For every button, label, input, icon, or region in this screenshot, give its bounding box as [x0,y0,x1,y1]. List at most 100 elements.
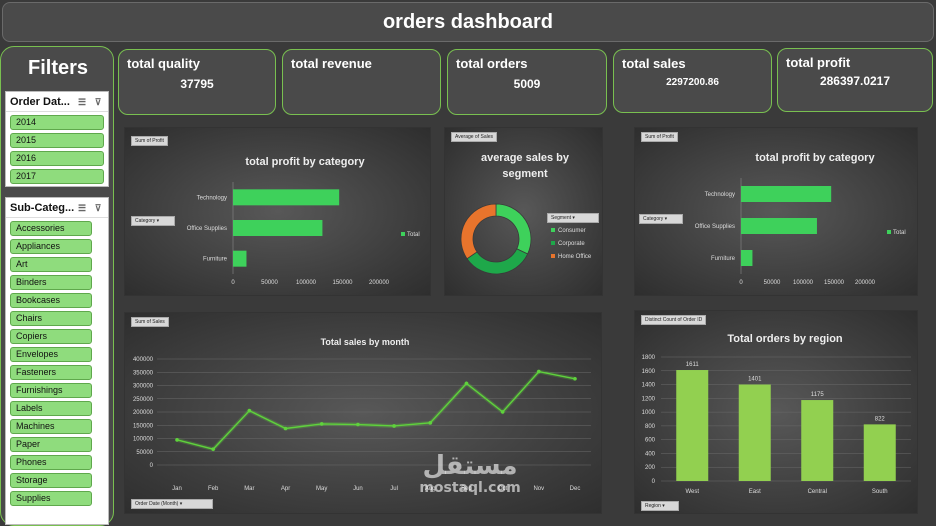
slicer-item-machines[interactable]: Machines [10,419,92,434]
kpi-value: 286397.0217 [819,74,891,88]
slicer-item-2015[interactable]: 2015 [10,133,104,148]
clear-filter-icon[interactable]: ⊽ [94,202,102,213]
slicer-item-binders[interactable]: Binders [10,275,92,290]
segment-filter-dropdown[interactable]: Segment ▾ [547,213,599,223]
bar-office-supplies [233,220,323,236]
kpi-value: 2297200.86 [666,77,719,88]
region-filter-dropdown[interactable]: Region ▾ [641,501,679,511]
field-button-sum-of-profit[interactable]: Sum of Profit [131,136,168,146]
category-filter-dropdown[interactable]: Category ▾ [639,214,683,224]
slicer-item-envelopes[interactable]: Envelopes [10,347,92,362]
category-label: Technology [197,195,227,201]
x-tick-label: Mar [244,486,254,492]
multi-select-icon[interactable]: ☰ [77,202,87,213]
line-glow [176,369,576,452]
x-tick-label: Jan [172,486,182,492]
slicer-item-bookcases[interactable]: Bookcases [10,293,92,308]
y-tick-label: 350000 [133,370,154,376]
field-button-sum-of-profit[interactable]: Sum of Profit [641,132,678,142]
data-label: 1401 [748,376,762,382]
profit-by-category-chart-2: Sum of Profit total profit by category C… [634,127,918,296]
x-tick-label: 200000 [369,280,390,286]
category-label: Office Supplies [695,224,735,230]
kpi-label: total profit [786,55,851,70]
slicer-item-phones[interactable]: Phones [10,455,92,470]
order-date-month-filter-dropdown[interactable]: Order Date (Month) ▾ [131,499,213,509]
x-tick-label: Jul [390,486,398,492]
slicer-item-fasteners[interactable]: Fasteners [10,365,92,380]
y-tick-label: 150000 [133,423,154,429]
x-tick-label: Oct [498,486,508,492]
x-tick-label: 150000 [332,280,353,286]
x-tick-label: 50000 [261,280,278,286]
bar-technology [741,186,832,202]
category-label: Office Supplies [187,226,227,232]
x-tick-label: May [316,486,327,492]
legend-label: Total [893,230,906,236]
kpi-label: total revenue [291,56,372,71]
slicer-item-2014[interactable]: 2014 [10,115,104,130]
x-tick-label: South [872,489,888,495]
kpi-total-sales: total sales 2297200.86 [613,49,772,113]
y-tick-label: 0 [150,463,154,469]
x-tick-label: Jun [353,486,363,492]
y-tick-label: 50000 [136,450,153,456]
multi-select-icon[interactable]: ☰ [77,96,87,107]
slicer-item-furnishings[interactable]: Furnishings [10,383,92,398]
profit-by-category-chart: Sum of Profit total profit by category C… [124,127,431,296]
data-point [319,422,324,426]
data-point [175,438,179,442]
x-tick-label: 100000 [296,280,317,286]
category-filter-dropdown[interactable]: Category ▾ [131,216,175,226]
category-label: Technology [705,192,735,198]
x-tick-label: 0 [231,280,235,286]
legend-swatch [887,230,891,234]
x-tick-label: 0 [739,280,743,286]
y-tick-label: 400000 [133,357,154,363]
data-label: 822 [875,416,886,422]
slicer-item-copiers[interactable]: Copiers [10,329,92,344]
x-tick-label: Dec [570,486,581,492]
kpi-value: 5009 [513,77,541,91]
bar-south [863,424,896,481]
field-button-sum-of-sales[interactable]: Sum of Sales [131,317,169,327]
slice-consumer [495,203,532,255]
data-point [428,421,433,425]
field-button-distinct-count-order-id[interactable]: Distinct Count of Order ID [641,315,707,325]
slicer-item-appliances[interactable]: Appliances [10,239,92,254]
watermark-latin: mostaql.com [419,480,521,496]
x-tick-label: Sep [461,486,472,492]
slicer-item-chairs[interactable]: Chairs [10,311,92,326]
kpi-total-orders: total orders 5009 [447,49,607,115]
slicer-item-art[interactable]: Art [10,257,92,272]
legend-label: Corporate [558,241,585,247]
x-tick-label: 50000 [764,280,781,286]
slicer-item-2017[interactable]: 2017 [10,169,104,184]
avg-sales-by-segment-plot: Consumer Corporate Home Office [460,203,592,275]
slicer-item-accessories[interactable]: Accessories [10,221,92,236]
y-tick-label: 1000 [642,410,656,416]
slicer-item-supplies[interactable]: Supplies [10,491,92,506]
chart-title: Total orders by region [727,333,843,345]
slicer-item-storage[interactable]: Storage [10,473,92,488]
field-button-average-of-sales[interactable]: Average of Sales [451,132,497,142]
data-point [537,369,541,374]
slicer-item-labels[interactable]: Labels [10,401,92,416]
bar-technology [233,189,340,206]
y-tick-label: 0 [652,479,656,485]
chart-title: total profit by category [245,156,365,168]
data-point [392,424,396,428]
watermark-logo-arabic: مستقل [422,451,518,481]
y-tick-label: 1200 [642,396,656,402]
sub-category-slicer: Sub-Categ... ☰ ⊽ Accessories Appliances Ar… [5,197,109,525]
dashboard-title-bar: orders dashboard [2,2,934,42]
data-point [573,376,577,381]
bar-east [738,384,771,481]
clear-filter-icon[interactable]: ⊽ [94,96,102,107]
slicer-item-2016[interactable]: 2016 [10,151,104,166]
orders-by-region-chart: Distinct Count of Order ID Total orders … [634,310,918,514]
slicer-item-paper[interactable]: Paper [10,437,92,452]
kpi-total-profit: total profit 286397.0217 [777,48,933,112]
kpi-total-revenue: total revenue [282,49,441,115]
bar-furniture [233,250,247,267]
